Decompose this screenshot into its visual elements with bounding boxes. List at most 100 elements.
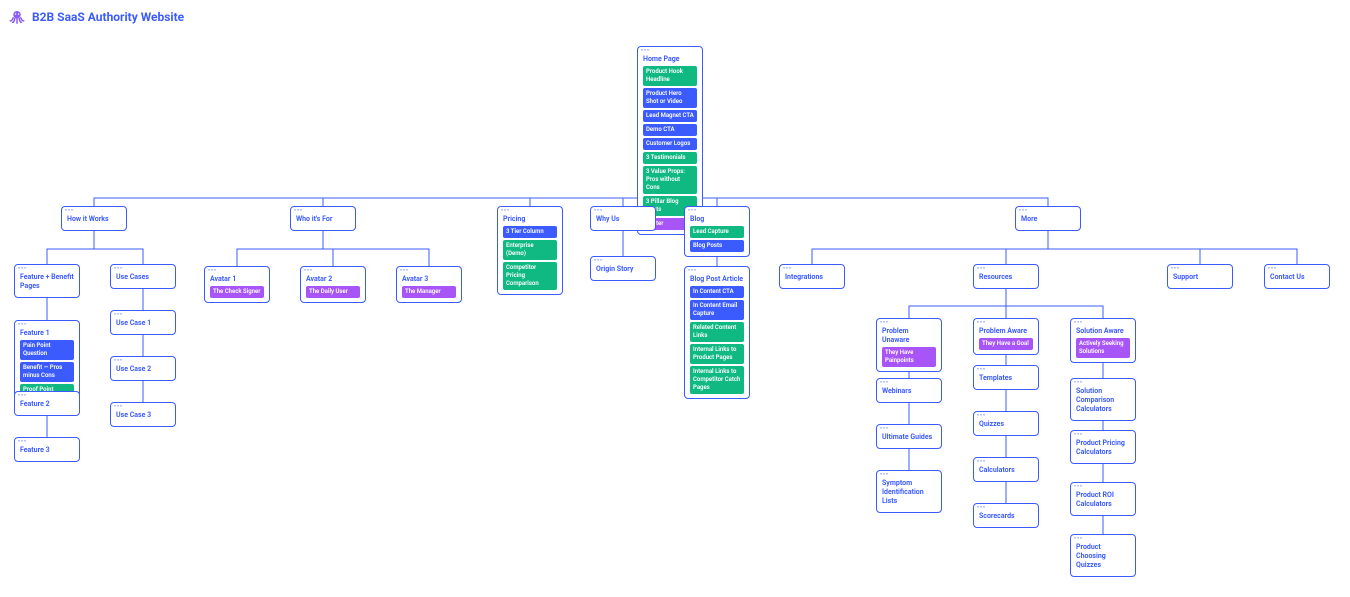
node-title: Problem Aware (979, 327, 1033, 336)
node-support[interactable]: •••Support (1167, 264, 1233, 289)
node-roicalc[interactable]: •••Product ROI Calculators (1070, 482, 1136, 516)
node-feature3[interactable]: •••Feature 3 (14, 437, 80, 462)
node-handle-icon: ••• (114, 266, 123, 272)
chip: The Check Signer (210, 286, 264, 298)
node-handle-icon: ••• (1074, 484, 1083, 490)
edge (670, 176, 1048, 206)
chip: Lead Magnet CTA (643, 110, 697, 122)
node-title: Integrations (785, 273, 839, 282)
node-handle-icon: ••• (1074, 320, 1083, 326)
node-title: Product Choosing Quizzes (1076, 543, 1130, 570)
edge (323, 231, 333, 266)
edge (1048, 231, 1200, 264)
node-featben[interactable]: •••Feature + Benefit Pages (14, 264, 80, 298)
node-title: Product ROI Calculators (1076, 491, 1130, 509)
node-usecases[interactable]: •••Use Cases (110, 264, 176, 289)
page-title: B2B SaaS Authority Website (32, 10, 184, 24)
node-handle-icon: ••• (114, 404, 123, 410)
chip-list: The Manager (402, 286, 456, 298)
edge (237, 231, 323, 266)
node-handle-icon: ••• (977, 266, 986, 272)
node-whyus[interactable]: •••Why Us (590, 206, 656, 231)
node-handle-icon: ••• (400, 268, 409, 274)
chip: Enterprise (Demo) (503, 240, 557, 260)
edge (1006, 231, 1048, 264)
node-blog[interactable]: •••BlogLead CaptureBlog Posts (684, 206, 750, 257)
node-handle-icon: ••• (304, 268, 313, 274)
node-title: Ultimate Guides (882, 433, 936, 442)
node-handle-icon: ••• (880, 320, 889, 326)
node-feature1[interactable]: •••Feature 1Pain Point QuestionBenefit —… (14, 320, 80, 401)
node-integrations[interactable]: •••Integrations (779, 264, 845, 289)
node-handle-icon: ••• (977, 367, 986, 373)
node-symptom[interactable]: •••Symptom Identification Lists (876, 470, 942, 513)
node-title: Blog Post Article (690, 275, 744, 284)
node-title: Pricing (503, 215, 557, 224)
chip: Related Content Links (690, 322, 744, 342)
node-title: Product Pricing Calculators (1076, 439, 1130, 457)
chip-list: The Daily User (306, 286, 360, 298)
node-contact[interactable]: •••Contact Us (1264, 264, 1330, 289)
node-origin[interactable]: •••Origin Story (590, 256, 656, 281)
node-title: Avatar 3 (402, 275, 456, 284)
node-title: Symptom Identification Lists (882, 479, 936, 506)
chip-list: They Have a Goal (979, 338, 1033, 350)
node-title: Solution Comparison Calculators (1076, 387, 1130, 414)
node-quizzes[interactable]: •••Quizzes (973, 411, 1039, 436)
chip-list: 3 Tier ColumnEnterprise (Demo)Competitor… (503, 226, 557, 290)
node-scorecards[interactable]: •••Scorecards (973, 503, 1039, 528)
node-title: Avatar 1 (210, 275, 264, 284)
node-who[interactable]: •••Who it's For (290, 206, 356, 231)
node-handle-icon: ••• (880, 426, 889, 432)
chip: Demo CTA (643, 124, 697, 136)
node-handle-icon: ••• (1074, 432, 1083, 438)
node-title: Use Case 3 (116, 411, 170, 420)
node-pricing[interactable]: •••Pricing 3 Tier ColumnEnterprise (Demo)… (497, 206, 563, 295)
node-title: Use Case 2 (116, 365, 170, 374)
node-title: Feature + Benefit Pages (20, 273, 74, 291)
chip: Competitor Pricing Comparison (503, 262, 557, 290)
node-avatar3[interactable]: •••Avatar 3 The Manager (396, 266, 462, 303)
node-calculators[interactable]: •••Calculators (973, 457, 1039, 482)
chip: Benefit — Pros minus Cons (20, 362, 74, 382)
chip-list: In Content CTAIn Content Email CaptureRe… (690, 286, 744, 394)
node-avatar2[interactable]: •••Avatar 2The Daily User (300, 266, 366, 303)
node-ultguides[interactable]: •••Ultimate Guides (876, 424, 942, 449)
node-handle-icon: ••• (208, 268, 217, 274)
node-handle-icon: ••• (1171, 266, 1180, 272)
node-resources[interactable]: •••Resources (973, 264, 1039, 289)
edge (323, 231, 429, 266)
node-handle-icon: ••• (114, 358, 123, 364)
node-handle-icon: ••• (641, 48, 650, 54)
node-feature2[interactable]: •••Feature 2 (14, 391, 80, 416)
edge (94, 231, 143, 264)
node-probaware[interactable]: •••Problem AwareThey Have a Goal (973, 318, 1039, 355)
node-title: Use Case 1 (116, 319, 170, 328)
node-usecase3[interactable]: •••Use Case 3 (110, 402, 176, 427)
node-usecase1[interactable]: •••Use Case 1 (110, 310, 176, 335)
node-solaware[interactable]: •••Solution AwareActively Seeking Soluti… (1070, 318, 1136, 363)
node-avatar1[interactable]: •••Avatar 1 The Check Signer (204, 266, 270, 303)
chip: 3 Testimonials (643, 152, 697, 164)
node-templates[interactable]: •••Templates (973, 365, 1039, 390)
node-usecase2[interactable]: •••Use Case 2 (110, 356, 176, 381)
node-handle-icon: ••• (594, 258, 603, 264)
node-title: Templates (979, 374, 1033, 383)
node-how[interactable]: •••How it Works (61, 206, 127, 231)
node-handle-icon: ••• (977, 413, 986, 419)
node-title: Problem Unaware (882, 327, 936, 345)
node-article[interactable]: •••Blog Post ArticleIn Content CTAIn Con… (684, 266, 750, 399)
node-prodquiz[interactable]: •••Product Choosing Quizzes (1070, 534, 1136, 577)
node-probunaware[interactable]: •••Problem UnawareThey Have Painpoints (876, 318, 942, 372)
node-more[interactable]: •••More (1015, 206, 1081, 231)
node-solcalc[interactable]: •••Solution Comparison Calculators (1070, 378, 1136, 421)
node-title: Use Cases (116, 273, 170, 282)
chip: Pain Point Question (20, 340, 74, 360)
node-webinars[interactable]: •••Webinars (876, 378, 942, 403)
node-handle-icon: ••• (501, 208, 510, 214)
edge (47, 231, 94, 264)
node-handle-icon: ••• (18, 439, 27, 445)
chip-list: Lead CaptureBlog Posts (690, 226, 744, 252)
node-pricecalc[interactable]: •••Product Pricing Calculators (1070, 430, 1136, 464)
node-title: Origin Story (596, 265, 650, 274)
